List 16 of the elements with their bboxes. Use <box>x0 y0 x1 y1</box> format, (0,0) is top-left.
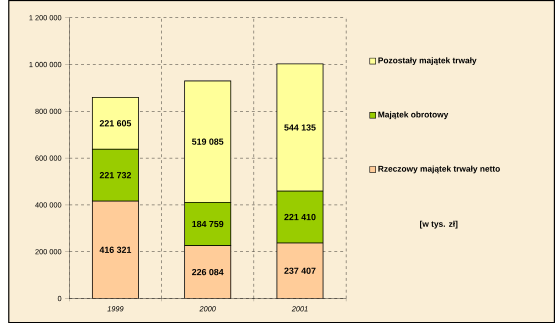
data-label: 519 085 <box>192 138 224 145</box>
legend-label: Pozostały majątek trwały <box>378 57 477 65</box>
data-label: 544 135 <box>284 124 316 131</box>
data-label: 184 759 <box>192 220 224 228</box>
data-label: 221 605 <box>100 120 132 126</box>
data-label: 221 410 <box>284 214 316 220</box>
legend-label: Majątek obrotowy <box>378 111 448 120</box>
data-label: 416 321 <box>100 246 132 253</box>
data-label: 237 407 <box>284 268 316 274</box>
legend-label: Rzeczowy majątek trwały netto <box>378 165 500 174</box>
data-label: 226 084 <box>192 268 224 276</box>
text: [w tys. zł] <box>420 220 458 228</box>
bar <box>276 242 324 298</box>
bar <box>184 245 232 298</box>
data-label: 221 732 <box>100 172 132 178</box>
bar <box>92 200 139 298</box>
